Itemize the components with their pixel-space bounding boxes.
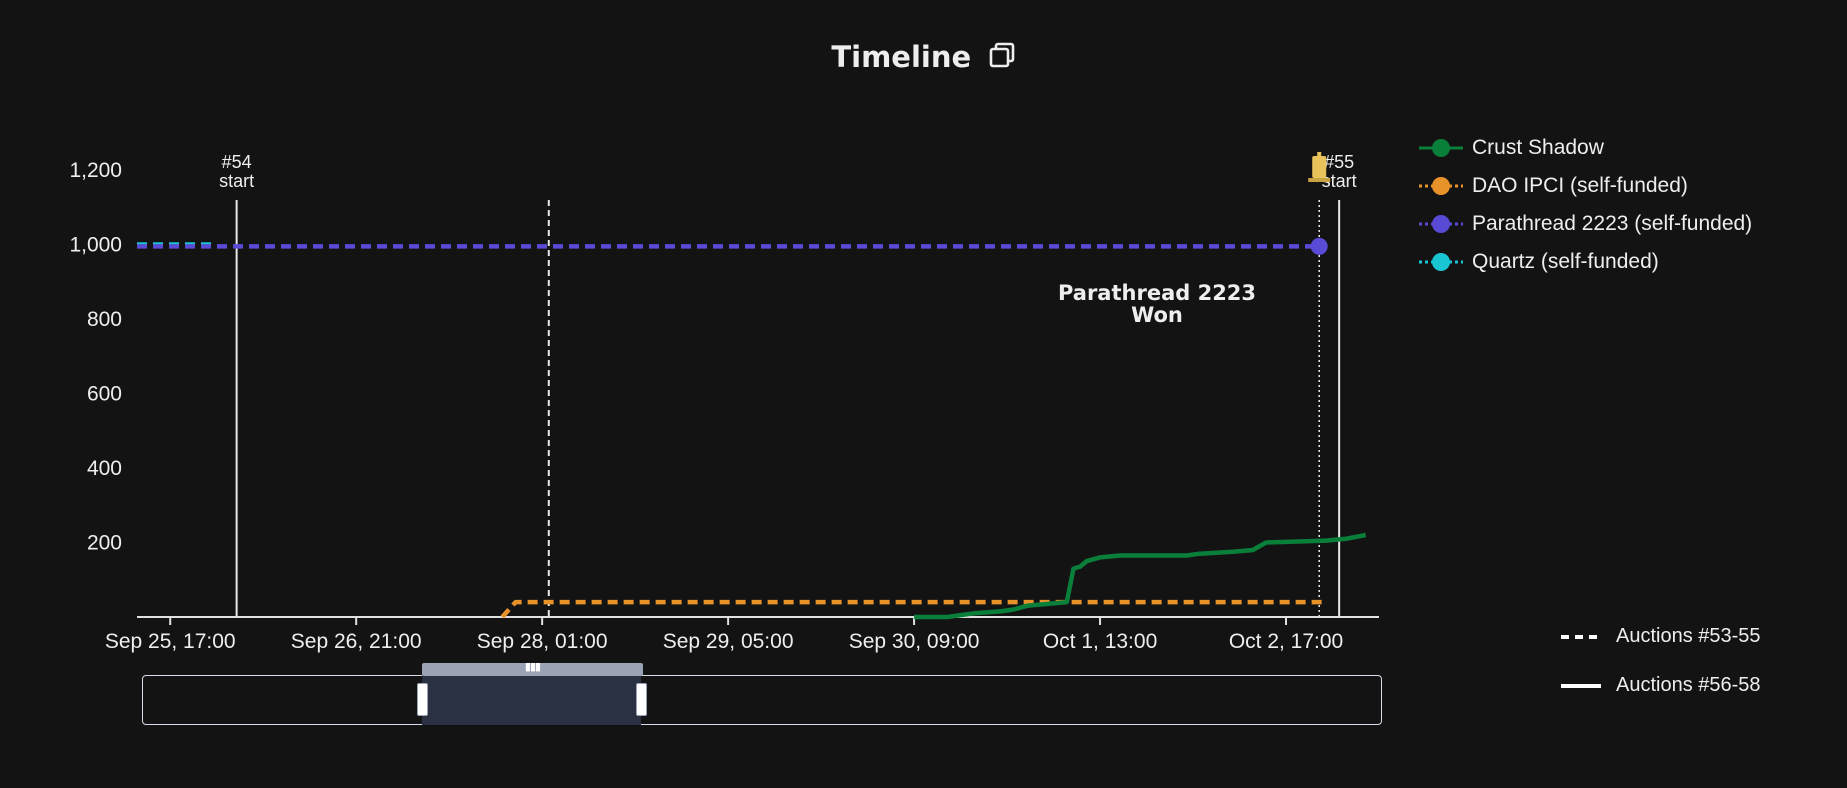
legend-swatch-icon	[1419, 139, 1463, 157]
y-tick-label: 600	[87, 383, 122, 406]
zoom-slider-left-handle[interactable]	[417, 683, 428, 716]
series-line-crust-shadow	[914, 532, 1367, 620]
legend-auctions-53-55: Auctions #53-55	[1560, 612, 1761, 661]
legend-label: Quartz (self-funded)	[1472, 250, 1659, 273]
chart-title: Timeline	[831, 40, 972, 74]
legend-swatch-icon	[1419, 253, 1463, 271]
legend-swatch-icon	[1419, 177, 1463, 195]
zoom-slider-drag-bar[interactable]: ▮▮▮	[422, 661, 643, 676]
legend-item-dao-ipci-self-funded[interactable]: DAO IPCI (self-funded)	[1418, 167, 1752, 205]
legend-label: Parathread 2223 (self-funded)	[1472, 212, 1753, 235]
x-tick-label: Sep 29, 05:00	[663, 630, 794, 653]
trophy-icon	[1308, 152, 1331, 182]
legend-label: Crust Shadow	[1472, 136, 1604, 159]
legend-item-crust-shadow[interactable]: Crust Shadow	[1418, 129, 1752, 167]
winner-marker-point	[1310, 237, 1328, 255]
grip-icon: ▮▮▮	[524, 661, 541, 673]
legend-item-quartz-self-funded[interactable]: Quartz (self-funded)	[1418, 243, 1752, 281]
vertical-marker-label: start	[219, 171, 254, 191]
vertical-marker-label: start	[1322, 171, 1357, 191]
y-tick-label: 800	[87, 308, 122, 331]
legend-auctions-56-58-label: Auctions #56-58	[1616, 674, 1761, 696]
y-tick-label: 400	[87, 457, 122, 480]
y-tick-label: 200	[87, 532, 122, 555]
zoom-slider-track[interactable]	[142, 675, 1382, 725]
legend-auctions-53-55-label: Auctions #53-55	[1616, 625, 1761, 647]
vertical-marker-label: #54	[222, 152, 252, 172]
y-tick-label: 1,200	[69, 159, 122, 182]
legend-label: DAO IPCI (self-funded)	[1472, 174, 1688, 197]
zoom-slider-window[interactable]	[422, 675, 641, 725]
zoom-slider-right-handle[interactable]	[636, 683, 647, 716]
winner-marker-label: Parathread 2223	[1058, 281, 1256, 305]
legend-swatch-icon	[1419, 215, 1463, 233]
legend-auctions-56-58: Auctions #56-58	[1560, 661, 1761, 710]
trophy-icon-top	[1317, 152, 1322, 157]
copy-icon[interactable]	[988, 41, 1016, 74]
trophy-icon-body	[1312, 156, 1327, 178]
x-tick-label: Sep 28, 01:00	[477, 630, 608, 653]
y-tick-label: 1,000	[69, 234, 122, 257]
line-style-legend: Auctions #53-55 Auctions #56-58	[1560, 612, 1761, 710]
series-legend: Crust Shadow DAO IPCI (self-funded) Parath…	[1418, 129, 1752, 281]
chart-title-bar: Timeline	[0, 40, 1847, 74]
x-tick-label: Sep 26, 21:00	[291, 630, 422, 653]
x-tick-label: Sep 25, 17:00	[105, 630, 236, 653]
legend-item-parathread-2223-self-funded[interactable]: Parathread 2223 (self-funded)	[1418, 205, 1752, 243]
x-tick-label: Oct 1, 13:00	[1043, 630, 1157, 653]
vertical-marker-label: #55	[1324, 152, 1354, 172]
winner-marker-label: Won	[1131, 303, 1183, 327]
x-tick-label: Sep 30, 09:00	[849, 630, 980, 653]
trophy-icon-base	[1308, 178, 1331, 182]
x-tick-label: Oct 2, 17:00	[1229, 630, 1343, 653]
